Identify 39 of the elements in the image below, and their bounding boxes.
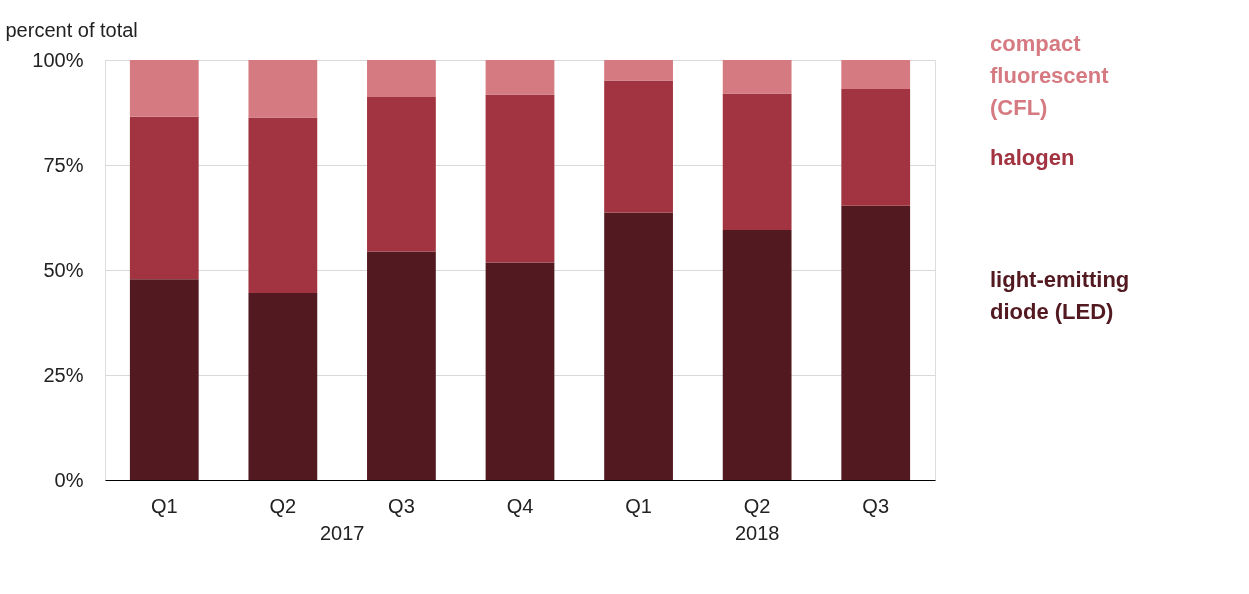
bar — [248, 117, 318, 294]
bar — [367, 60, 436, 97]
x-tick-label: Q2 — [743, 494, 771, 517]
bar — [129, 116, 199, 280]
bar — [604, 60, 673, 81]
x-tick-label: Q3 — [388, 494, 415, 517]
bar — [248, 60, 318, 118]
y-tick-label: 75% — [43, 153, 84, 176]
bar — [367, 96, 436, 252]
x-tick-label: Q2 — [269, 494, 297, 517]
bar — [722, 230, 792, 480]
text: compact fluorescent (CFL) — [990, 31, 1110, 120]
bar — [841, 88, 911, 206]
text: halogen — [990, 145, 1075, 170]
text: 2018 — [734, 522, 780, 544]
text: 2017 — [319, 522, 365, 544]
bar — [722, 93, 792, 231]
y-tick-label: 50% — [43, 258, 84, 281]
bar — [604, 80, 673, 213]
bar — [367, 251, 436, 480]
y-tick-label: 0% — [54, 468, 84, 491]
bar — [604, 212, 673, 480]
x-tick-label: Q1 — [150, 494, 178, 517]
bar — [841, 60, 911, 89]
x-tick-label: Q3 — [862, 494, 890, 517]
bar — [485, 262, 555, 480]
bar — [248, 293, 318, 480]
bar — [485, 94, 555, 263]
bar — [722, 60, 792, 94]
bar — [485, 60, 555, 95]
y-tick-label: 100% — [32, 48, 84, 71]
x-tick-label: Q4 — [506, 494, 534, 517]
y-tick-label: 25% — [43, 363, 84, 386]
text: light-emitting diode (LED) — [990, 267, 1130, 324]
bar — [841, 205, 911, 480]
x-tick-label: Q1 — [625, 494, 652, 517]
bar — [129, 60, 199, 117]
y-axis-title: percent of total — [5, 18, 138, 41]
bar — [129, 279, 199, 480]
